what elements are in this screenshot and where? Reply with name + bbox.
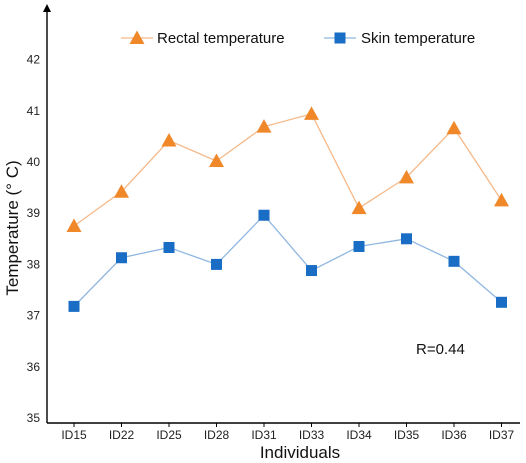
data-point [161,132,177,147]
y-tick-label: 35 [27,411,41,425]
data-point [401,233,412,245]
data-point [209,153,224,167]
series-rectal [66,106,509,232]
y-axis-arrow [43,4,51,12]
y-tick-label: 38 [27,257,41,271]
data-point [163,242,175,254]
series-layer [66,106,509,312]
data-point [353,240,365,252]
data-point [306,265,317,277]
y-tick-label: 36 [27,360,41,374]
data-point [494,192,509,207]
data-point [258,209,270,221]
x-tick-label: ID25 [156,428,182,442]
x-tick-label: ID33 [299,428,325,442]
x-tick-label: ID28 [204,428,230,442]
y-axis-label: Temperature (° C) [3,160,22,295]
data-point [448,255,460,267]
x-tick-label: ID34 [346,428,372,442]
x-tick-label: ID35 [394,428,420,442]
y-tick-label: 41 [27,104,41,118]
data-point [304,106,319,120]
data-point [114,184,129,198]
data-point [351,200,367,215]
correlation-annotation: R=0.44 [416,341,465,358]
y-tick-label: 37 [27,309,41,323]
x-tick-label: ID22 [109,428,135,442]
axes [43,4,520,424]
x-tick-label: ID37 [489,428,515,442]
data-point [496,296,507,308]
data-point [68,300,80,312]
x-axis-label: Individuals [260,443,340,462]
series-line [73,214,502,307]
legend-label: Rectal temperature [157,30,285,47]
y-tick-label: 42 [27,53,41,67]
x-tick-label: ID36 [441,428,467,442]
legend-item: Skin temperature [324,30,475,47]
series-line [73,113,503,227]
y-tick-labels: 35 36 37 38 39 40 41 42 [27,53,41,425]
data-point [211,258,222,270]
x-tick-labels: ID15 ID22 ID25 ID28 ID31 ID33 ID34 ID35 ID36 ID37 [61,423,514,442]
legend: Rectal temperature Skin temperature [121,30,475,47]
data-point [256,119,272,133]
legend-item: Rectal temperature [121,30,285,47]
y-tick-label: 40 [27,155,41,169]
x-tick-label: ID15 [61,428,87,442]
legend-marker [334,32,346,44]
x-tick-label: ID31 [251,428,277,442]
legend-label: Skin temperature [361,30,475,47]
data-point [66,218,82,232]
data-point [446,120,462,135]
series-skin [68,209,507,312]
y-tick-label: 39 [27,206,41,220]
data-point [116,252,127,264]
data-point [399,169,414,184]
legend-marker [129,30,145,44]
